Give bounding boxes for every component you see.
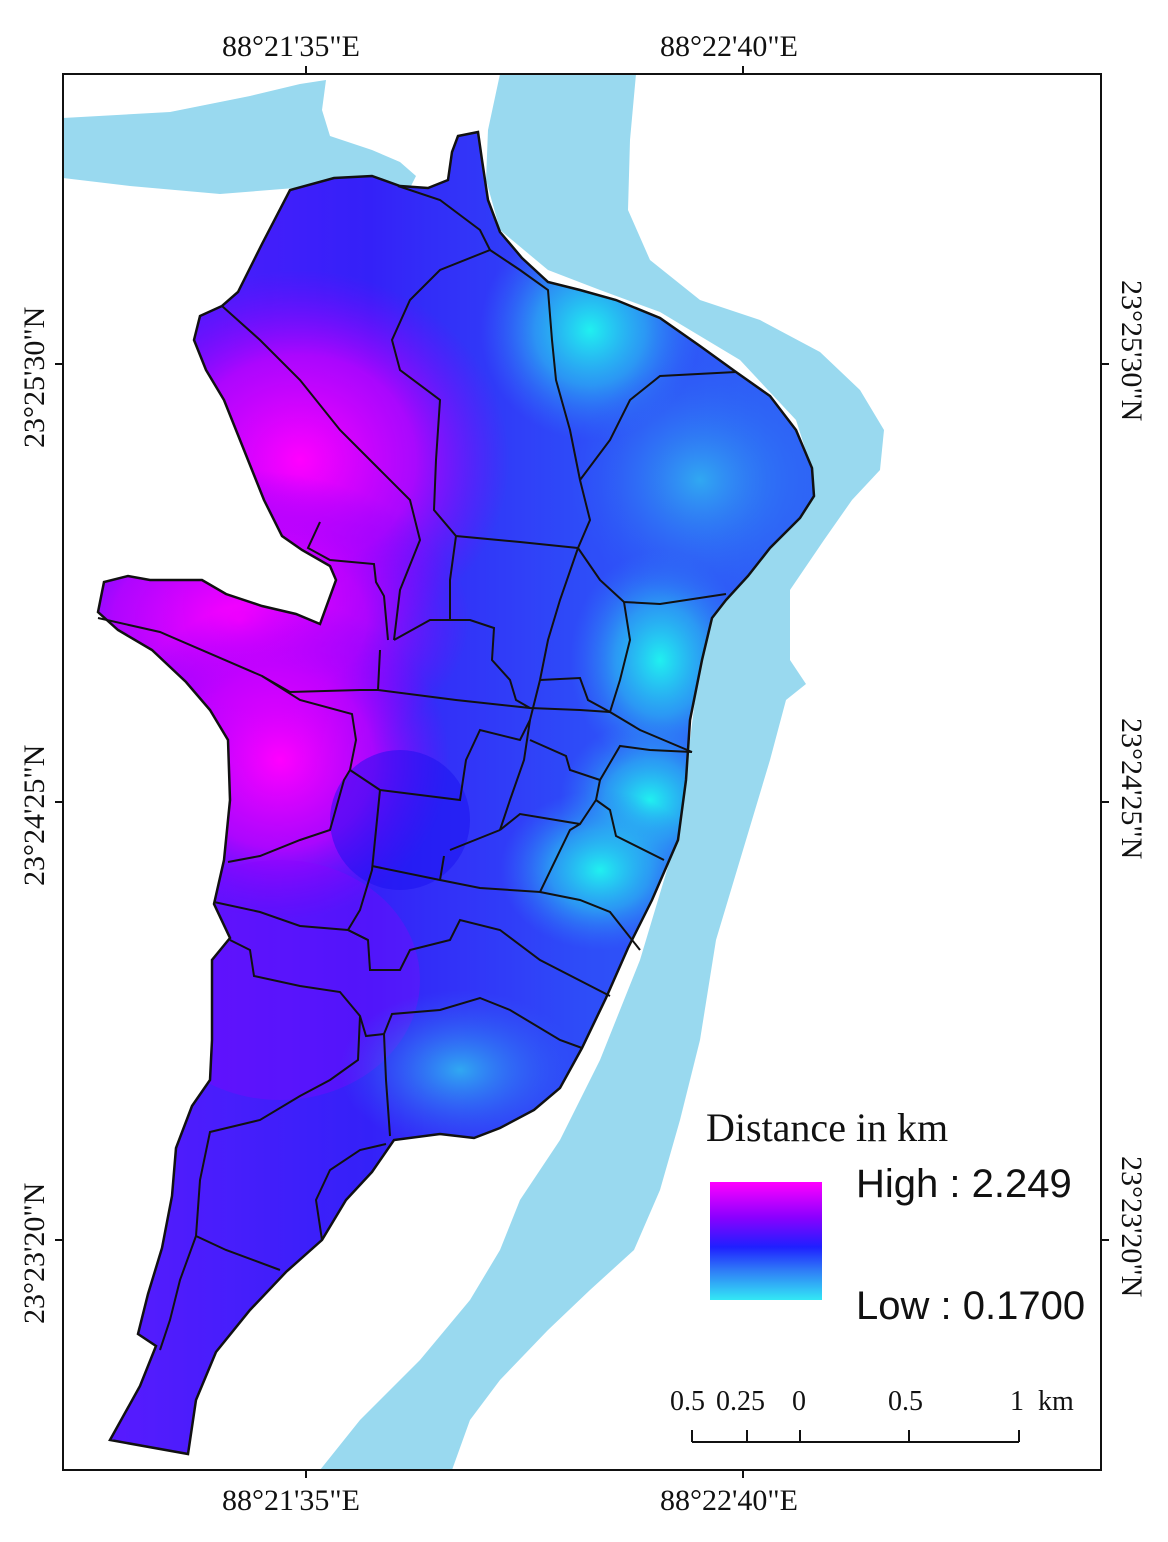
- scale-label-0: 0: [792, 1386, 806, 1417]
- top-axis-label-2: 88°22'40"E: [660, 30, 798, 63]
- scale-bar-line: [691, 1430, 1020, 1443]
- right-axis-label-3: 23°23'20"N: [1115, 1156, 1148, 1298]
- map-frame: [62, 73, 1102, 1471]
- scale-label-0-25: 0.25: [716, 1386, 765, 1417]
- bottom-axis-label-1: 88°21'35"E: [222, 1484, 360, 1517]
- legend-color-ramp: [710, 1182, 822, 1300]
- tick-marks: [55, 66, 1109, 1478]
- legend-low-label: Low : 0.1700: [856, 1284, 1086, 1328]
- legend-title: Distance in km: [706, 1105, 949, 1150]
- left-axis-label-2: 23°24'25"N: [18, 744, 51, 886]
- scale-unit: km: [1038, 1386, 1074, 1417]
- right-axis-label-1: 23°25'30"N: [1115, 280, 1148, 422]
- river-channel-nw: [63, 80, 416, 194]
- left-axis-label-3: 23°23'20"N: [18, 1182, 51, 1324]
- top-axis-label-1: 88°21'35"E: [222, 30, 360, 63]
- bottom-axis-label-2: 88°22'40"E: [660, 1484, 798, 1517]
- scale-label-0-5: 0.5: [888, 1386, 923, 1417]
- scale-label-0-5-left: 0.5: [670, 1386, 705, 1417]
- river-main: [320, 74, 884, 1470]
- left-axis-label-1: 23°25'30"N: [18, 306, 51, 448]
- scale-label-1: 1: [1010, 1386, 1024, 1417]
- ward-boundaries: [97, 185, 737, 1351]
- right-axis-label-2: 23°24'25"N: [1115, 718, 1148, 860]
- legend-high-label: High : 2.249: [856, 1162, 1072, 1206]
